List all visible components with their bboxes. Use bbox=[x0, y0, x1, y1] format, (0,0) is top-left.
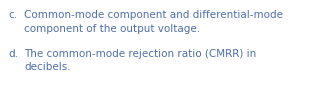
Text: c.: c. bbox=[8, 10, 17, 20]
Text: decibels.: decibels. bbox=[24, 63, 71, 73]
Text: component of the output voltage.: component of the output voltage. bbox=[24, 23, 200, 33]
Text: Common-mode component and differential-mode: Common-mode component and differential-m… bbox=[24, 10, 283, 20]
Text: The common-mode rejection ratio (CMRR) in: The common-mode rejection ratio (CMRR) i… bbox=[24, 49, 256, 59]
Text: d.: d. bbox=[8, 49, 18, 59]
